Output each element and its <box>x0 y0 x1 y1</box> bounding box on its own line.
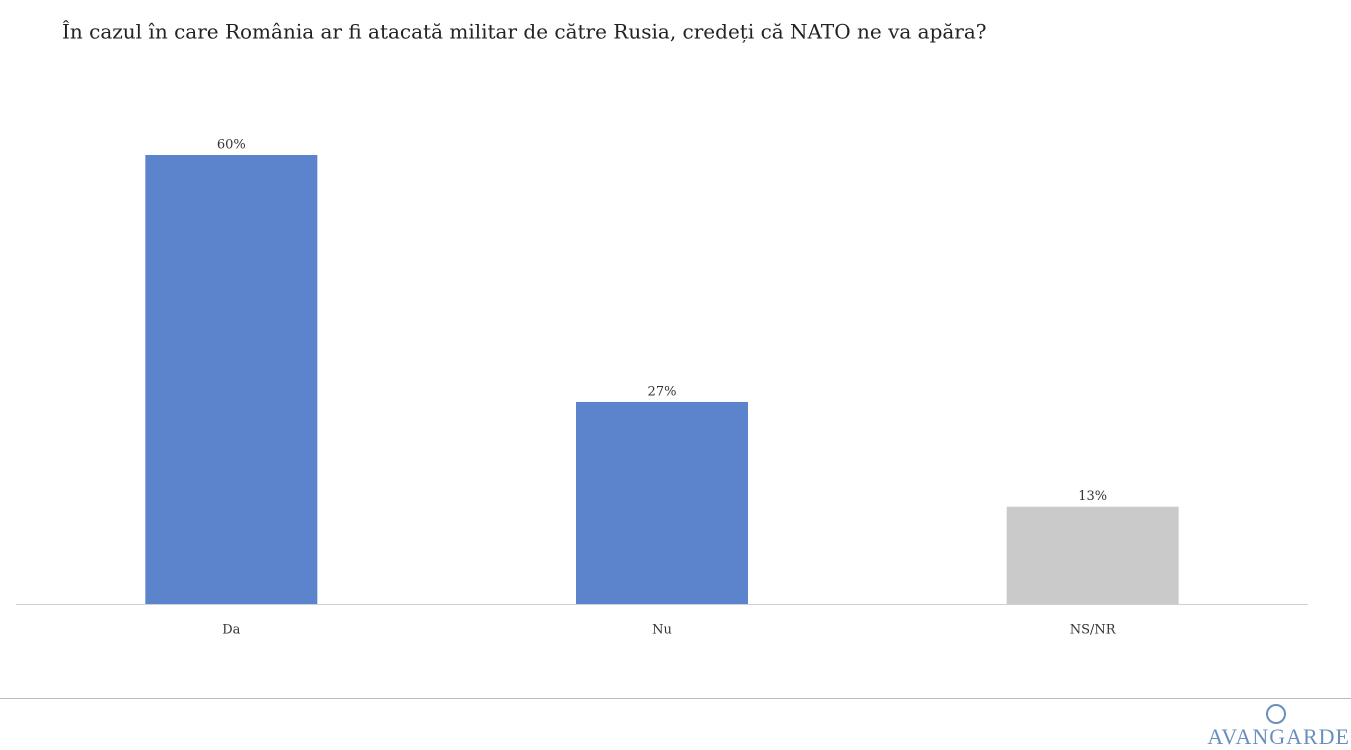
bar <box>576 401 748 604</box>
bar <box>1006 506 1179 604</box>
bar <box>145 155 318 604</box>
x-tick-label: NS/NR <box>1070 623 1117 638</box>
logo-icon <box>1266 704 1286 724</box>
x-tick-label: Nu <box>652 623 672 638</box>
logo: AVANGARDE <box>1207 724 1350 749</box>
data-label: 60% <box>217 138 246 153</box>
data-label: 13% <box>1078 489 1107 504</box>
chart-title: În cazul în care România ar fi atacată m… <box>62 20 987 44</box>
data-label: 27% <box>648 384 677 399</box>
x-tick-label: Da <box>222 623 240 638</box>
